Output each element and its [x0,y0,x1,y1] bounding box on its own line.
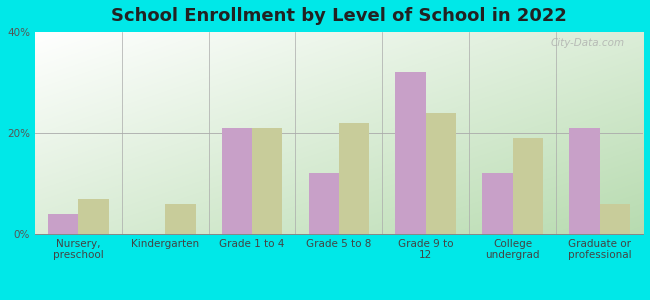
Bar [309,173,339,234]
Bar [165,204,196,234]
Bar [252,128,283,234]
Bar [426,113,456,234]
Bar [482,173,513,234]
Title: School Enrollment by Level of School in 2022: School Enrollment by Level of School in … [111,7,567,25]
Text: City-Data.com: City-Data.com [551,38,625,48]
Bar [395,72,426,234]
Bar [78,199,109,234]
Bar [222,128,252,234]
Bar [599,204,630,234]
Bar [513,138,543,234]
Bar [48,214,78,234]
Bar [569,128,599,234]
Bar [339,123,369,234]
